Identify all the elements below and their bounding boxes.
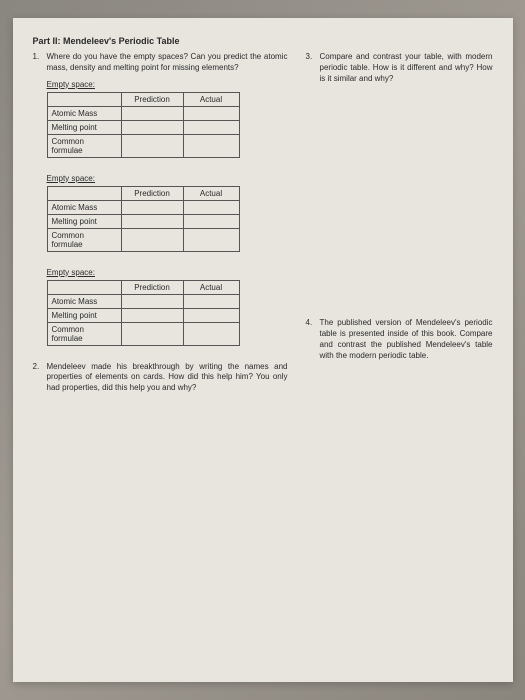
row-common-formulae: Common formulae: [47, 134, 121, 157]
question-text: Mendeleev made his breakthrough by writi…: [47, 362, 288, 394]
left-column: 1. Where do you have the empty spaces? C…: [33, 52, 288, 400]
cell: [121, 308, 183, 322]
row-atomic-mass: Atomic Mass: [47, 294, 121, 308]
cell: [121, 106, 183, 120]
row-melting-point: Melting point: [47, 214, 121, 228]
header-blank: [47, 186, 121, 200]
right-column: 3. Compare and contrast your table, with…: [306, 52, 493, 400]
cell: [183, 106, 239, 120]
property-table-2: Prediction Actual Atomic Mass Melting po…: [47, 186, 240, 252]
cell: [121, 134, 183, 157]
row-atomic-mass: Atomic Mass: [47, 200, 121, 214]
question-number: 3.: [306, 52, 320, 84]
header-actual: Actual: [183, 92, 239, 106]
question-number: 4.: [306, 318, 320, 361]
cell: [183, 134, 239, 157]
question-4-wrapper: 4. The published version of Mendeleev's …: [306, 318, 493, 361]
question-number: 2.: [33, 362, 47, 394]
empty-space-label: Empty space:: [47, 268, 288, 277]
cell: [183, 294, 239, 308]
cell: [183, 322, 239, 345]
cell: [121, 120, 183, 134]
header-blank: [47, 280, 121, 294]
question-2: 2. Mendeleev made his breakthrough by wr…: [33, 362, 288, 394]
header-prediction: Prediction: [121, 186, 183, 200]
question-1: 1. Where do you have the empty spaces? C…: [33, 52, 288, 74]
row-melting-point: Melting point: [47, 308, 121, 322]
row-common-formulae: Common formulae: [47, 322, 121, 345]
cell: [121, 294, 183, 308]
worksheet-page: Part II: Mendeleev's Periodic Table 1. W…: [13, 18, 513, 682]
cell: [183, 200, 239, 214]
question-number: 1.: [33, 52, 47, 74]
cell: [183, 228, 239, 251]
header-actual: Actual: [183, 280, 239, 294]
header-blank: [47, 92, 121, 106]
header-prediction: Prediction: [121, 280, 183, 294]
two-column-layout: 1. Where do you have the empty spaces? C…: [33, 52, 493, 400]
header-prediction: Prediction: [121, 92, 183, 106]
question-text: The published version of Mendeleev's per…: [320, 318, 493, 361]
question-text: Where do you have the empty spaces? Can …: [47, 52, 288, 74]
empty-space-label: Empty space:: [47, 174, 288, 183]
property-table-3: Prediction Actual Atomic Mass Melting po…: [47, 280, 240, 346]
cell: [121, 322, 183, 345]
question-4: 4. The published version of Mendeleev's …: [306, 318, 493, 361]
row-common-formulae: Common formulae: [47, 228, 121, 251]
header-actual: Actual: [183, 186, 239, 200]
cell: [121, 214, 183, 228]
empty-space-label: Empty space:: [47, 80, 288, 89]
row-atomic-mass: Atomic Mass: [47, 106, 121, 120]
cell: [183, 120, 239, 134]
cell: [121, 228, 183, 251]
cell: [121, 200, 183, 214]
question-3: 3. Compare and contrast your table, with…: [306, 52, 493, 84]
part-title: Part II: Mendeleev's Periodic Table: [33, 36, 493, 46]
cell: [183, 308, 239, 322]
row-melting-point: Melting point: [47, 120, 121, 134]
question-text: Compare and contrast your table, with mo…: [320, 52, 493, 84]
cell: [183, 214, 239, 228]
property-table-1: Prediction Actual Atomic Mass Melting po…: [47, 92, 240, 158]
